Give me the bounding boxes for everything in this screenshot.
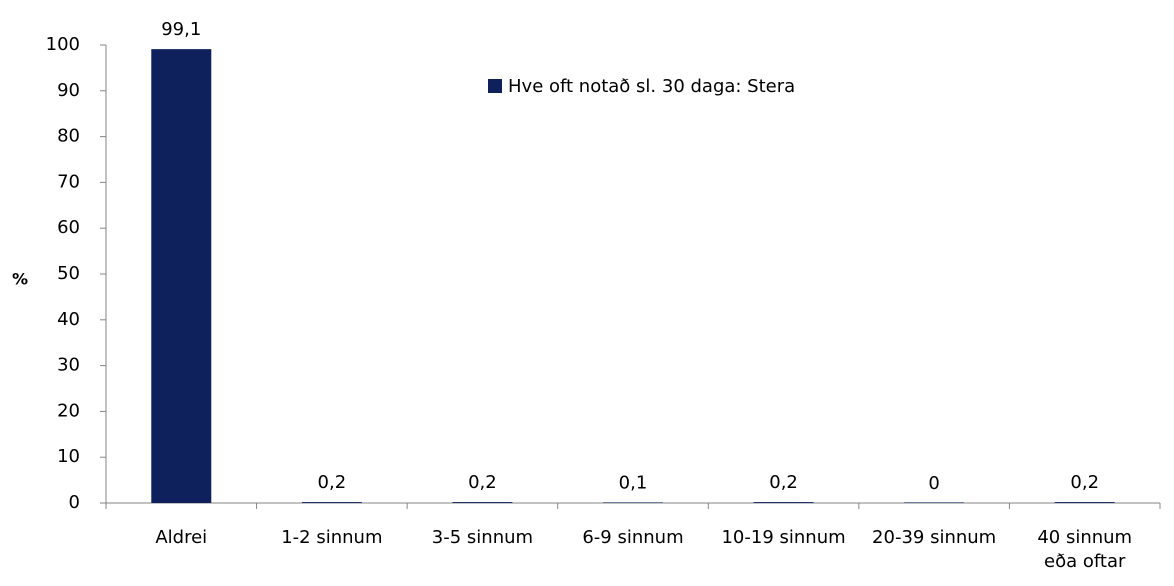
y-tick-label: 100 (46, 34, 80, 55)
x-tick-label: 20-39 sinnum (872, 527, 996, 548)
data-label: 99,1 (161, 19, 201, 40)
data-label: 0,2 (468, 472, 497, 493)
bars (151, 49, 1115, 503)
x-tick-label: Aldrei (155, 527, 207, 548)
y-tick-label: 10 (57, 446, 80, 467)
x-tick-label: 1-2 sinnum (281, 527, 382, 548)
y-tick-label: 30 (57, 355, 80, 376)
legend-label: Hve oft notað sl. 30 daga: Stera (508, 76, 795, 97)
y-tick-label: 90 (57, 80, 80, 101)
x-axis: Aldrei 1-2 sinnum 3-5 sinnum 6-9 sinnum 10-1… (105, 502, 1161, 572)
y-tick-label: 0 (69, 492, 80, 513)
data-label: 0,1 (619, 473, 648, 494)
bar (1054, 502, 1115, 503)
y-axis: 0 10 20 30 40 50 60 70 80 90 100 (46, 34, 107, 513)
bar (301, 502, 362, 503)
legend-swatch (488, 79, 502, 93)
y-tick-label: 20 (57, 400, 80, 421)
y-tick-label: 60 (57, 217, 80, 238)
bar (753, 502, 814, 503)
y-tick-label: 70 (57, 171, 80, 192)
data-label: 0,2 (769, 472, 798, 493)
y-tick-label: 80 (57, 126, 80, 147)
bar (904, 502, 965, 503)
y-tick-label: 40 (57, 309, 80, 330)
y-axis-label: % (12, 270, 28, 289)
x-tick-label: 3-5 sinnum (432, 527, 533, 548)
bar (452, 502, 513, 503)
x-tick-label: 40 sinnum eða oftar (1037, 527, 1132, 572)
data-labels: 99,1 0,2 0,2 0,1 0,2 0 0,2 (161, 19, 1099, 494)
bar (151, 49, 212, 503)
data-label: 0,2 (1070, 472, 1099, 493)
bar (603, 502, 663, 503)
data-label: 0 (928, 473, 939, 494)
x-tick-label: 6-9 sinnum (582, 527, 683, 548)
data-label: 0,2 (318, 472, 347, 493)
legend: Hve oft notað sl. 30 daga: Stera (488, 76, 795, 97)
y-tick-label: 50 (57, 263, 80, 284)
x-tick-label: 10-19 sinnum (721, 527, 845, 548)
